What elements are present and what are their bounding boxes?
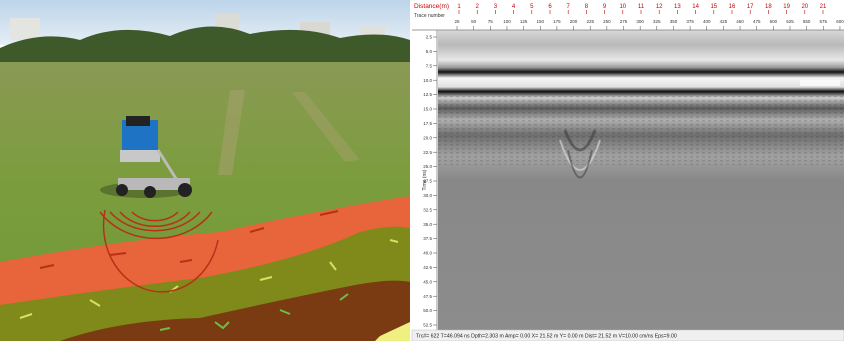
- time-tick-label: 22.5: [423, 150, 432, 155]
- time-tick-label: 12.5: [423, 92, 432, 97]
- time-tick-label: 2.5: [426, 35, 433, 40]
- time-tick-label: 47.5: [423, 294, 432, 299]
- time-tick-label: 50.0: [423, 308, 432, 313]
- status-bar: Trc#= 622 T=46.094 ns Dpth=2.303 m Amp= …: [416, 334, 677, 340]
- radargram-image: [438, 30, 844, 330]
- distance-tick-label: 11: [638, 4, 645, 10]
- figure: Distance(m) Trace number Time (ns) Trc#=…: [0, 0, 844, 341]
- time-tick-label: 17.5: [423, 121, 432, 126]
- trace-tick-label: 150: [536, 19, 544, 24]
- time-tick-label: 30.0: [423, 193, 432, 198]
- trace-tick-label: 400: [703, 19, 711, 24]
- distance-tick-label: 13: [674, 4, 681, 10]
- time-tick-label: 15.0: [423, 107, 432, 112]
- trace-tick-label: 550: [803, 19, 811, 24]
- trace-label: Trace number: [414, 13, 445, 19]
- time-tick-label: 52.5: [423, 323, 432, 328]
- trace-tick-label: 475: [753, 19, 761, 24]
- trace-tick-label: 575: [820, 19, 828, 24]
- trace-tick-label: 225: [586, 19, 594, 24]
- distance-tick-label: 16: [729, 4, 736, 10]
- trace-tick-label: 350: [670, 19, 678, 24]
- distance-label: Distance(m): [414, 3, 449, 10]
- trace-tick-label: 100: [503, 19, 511, 24]
- distance-tick-label: 21: [820, 4, 827, 10]
- trace-tick-label: 325: [653, 19, 661, 24]
- time-tick-label: 25.0: [423, 164, 432, 169]
- distance-tick-label: 12: [656, 4, 663, 10]
- time-tick-label: 42.5: [423, 265, 432, 270]
- trace-tick-label: 525: [786, 19, 794, 24]
- page: Distance(m) Trace number Time (ns) Trc#=…: [0, 0, 844, 341]
- trace-tick-label: 50: [471, 19, 477, 24]
- time-tick-label: 37.5: [423, 236, 432, 241]
- time-tick-label: 40.0: [423, 251, 432, 256]
- time-tick-label: 5.0: [426, 49, 433, 54]
- distance-tick-label: 19: [783, 4, 790, 10]
- trace-tick-label: 500: [770, 19, 778, 24]
- time-tick-label: 20.0: [423, 135, 432, 140]
- time-tick-label: 45.0: [423, 279, 432, 284]
- trace-tick-label: 75: [488, 19, 494, 24]
- distance-tick-label: 18: [765, 4, 772, 10]
- distance-tick-label: 10: [619, 4, 626, 10]
- trace-tick-label: 600: [836, 19, 844, 24]
- time-tick-label: 27.5: [423, 179, 432, 184]
- distance-tick-label: 20: [801, 4, 808, 10]
- trace-tick-label: 175: [553, 19, 561, 24]
- trace-tick-label: 125: [520, 19, 528, 24]
- distance-tick-label: 17: [747, 4, 754, 10]
- site-photo: [0, 0, 410, 341]
- trace-tick-label: 375: [686, 19, 694, 24]
- distance-tick-label: 14: [692, 4, 699, 10]
- trace-tick-label: 425: [720, 19, 728, 24]
- trace-tick-label: 450: [736, 19, 744, 24]
- time-tick-label: 7.5: [426, 63, 433, 68]
- radargram-window: Distance(m) Trace number Time (ns) Trc#=…: [412, 0, 844, 341]
- time-tick-label: 32.5: [423, 207, 432, 212]
- time-tick-label: 10.0: [423, 78, 432, 83]
- trace-tick-label: 25: [454, 19, 460, 24]
- trace-tick-label: 250: [603, 19, 611, 24]
- trace-tick-label: 300: [636, 19, 644, 24]
- trace-tick-label: 200: [570, 19, 578, 24]
- trace-tick-label: 275: [620, 19, 628, 24]
- time-tick-label: 35.0: [423, 222, 432, 227]
- distance-tick-label: 15: [710, 4, 717, 10]
